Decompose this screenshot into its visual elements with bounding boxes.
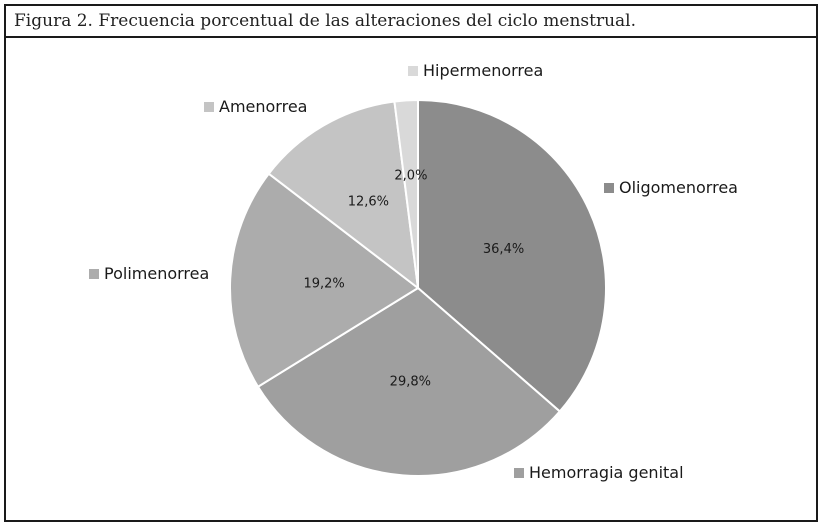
- legend-marker-oligomenorrea: [604, 183, 614, 193]
- legend-label-amenorrea: Amenorrea: [219, 97, 307, 116]
- legend-label-hemorragia-genital: Hemorragia genital: [529, 463, 684, 482]
- legend-marker-amenorrea: [204, 102, 214, 112]
- legend-marker-polimenorrea: [89, 269, 99, 279]
- legend-marker-hipermenorrea: [408, 66, 418, 76]
- pie-slice-hipermenorrea: [393, 98, 419, 289]
- pie-slice-polimenorrea: [229, 172, 420, 389]
- legend-label-oligomenorrea: Oligomenorrea: [619, 178, 738, 197]
- data-label-amenorrea: 12,6%: [348, 195, 389, 210]
- legend-marker-hemorragia-genital: [514, 468, 524, 478]
- legend-label-hipermenorrea: Hipermenorrea: [423, 61, 543, 80]
- pie-slice-oligomenorrea: [417, 98, 607, 413]
- data-label-polimenorrea: 19,2%: [303, 276, 344, 291]
- data-label-hemorragia-genital: 29,8%: [390, 375, 431, 390]
- pie-slice-amenorrea: [267, 100, 420, 291]
- pie-slice-hemorragia-genital: [256, 286, 562, 477]
- figure-caption: Figura 2. Frecuencia porcentual de las a…: [6, 6, 816, 38]
- legend-label-polimenorrea: Polimenorrea: [104, 264, 209, 283]
- data-label-oligomenorrea: 36,4%: [483, 242, 524, 257]
- data-label-hipermenorrea: 2,0%: [394, 168, 427, 183]
